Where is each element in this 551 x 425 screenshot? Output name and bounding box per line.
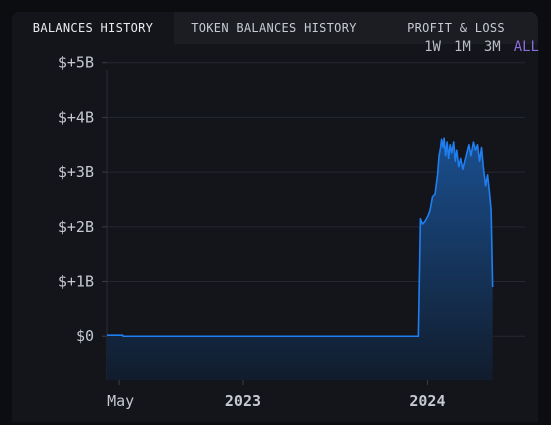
tab-bar: BALANCES HISTORY TOKEN BALANCES HISTORY … [12, 12, 538, 44]
y-tick-label: $+4B [58, 108, 94, 126]
y-tick-label: $+1B [58, 273, 94, 291]
balance-area-fill [107, 138, 493, 380]
x-axis: May 2023 2024 [107, 380, 446, 410]
range-3m-button[interactable]: 3M [483, 39, 501, 55]
y-tick-label: $+2B [58, 218, 94, 236]
range-all-button[interactable]: ALL [513, 39, 539, 55]
x-tick-label: 2024 [409, 392, 445, 410]
y-tick-label: $+5B [58, 54, 94, 72]
y-axis: $0 $+1B $+2B $+3B $+4B $+5B [58, 54, 107, 345]
range-1m-button[interactable]: 1M [453, 39, 471, 55]
x-tick-label: 2023 [225, 392, 261, 410]
balance-line [107, 137, 494, 338]
y-tick-label: $0 [76, 327, 94, 345]
x-tick-label: May [107, 392, 134, 410]
time-range-selector: 1W 1M 3M ALL [424, 39, 539, 55]
tab-token-balances-history[interactable]: TOKEN BALANCES HISTORY [191, 21, 357, 35]
range-1w-button[interactable]: 1W [424, 39, 441, 55]
tab-balances-history[interactable]: BALANCES HISTORY [12, 12, 174, 44]
y-tick-label: $+3B [58, 163, 94, 181]
tab-profit-loss[interactable]: PROFIT & LOSS [407, 21, 505, 35]
